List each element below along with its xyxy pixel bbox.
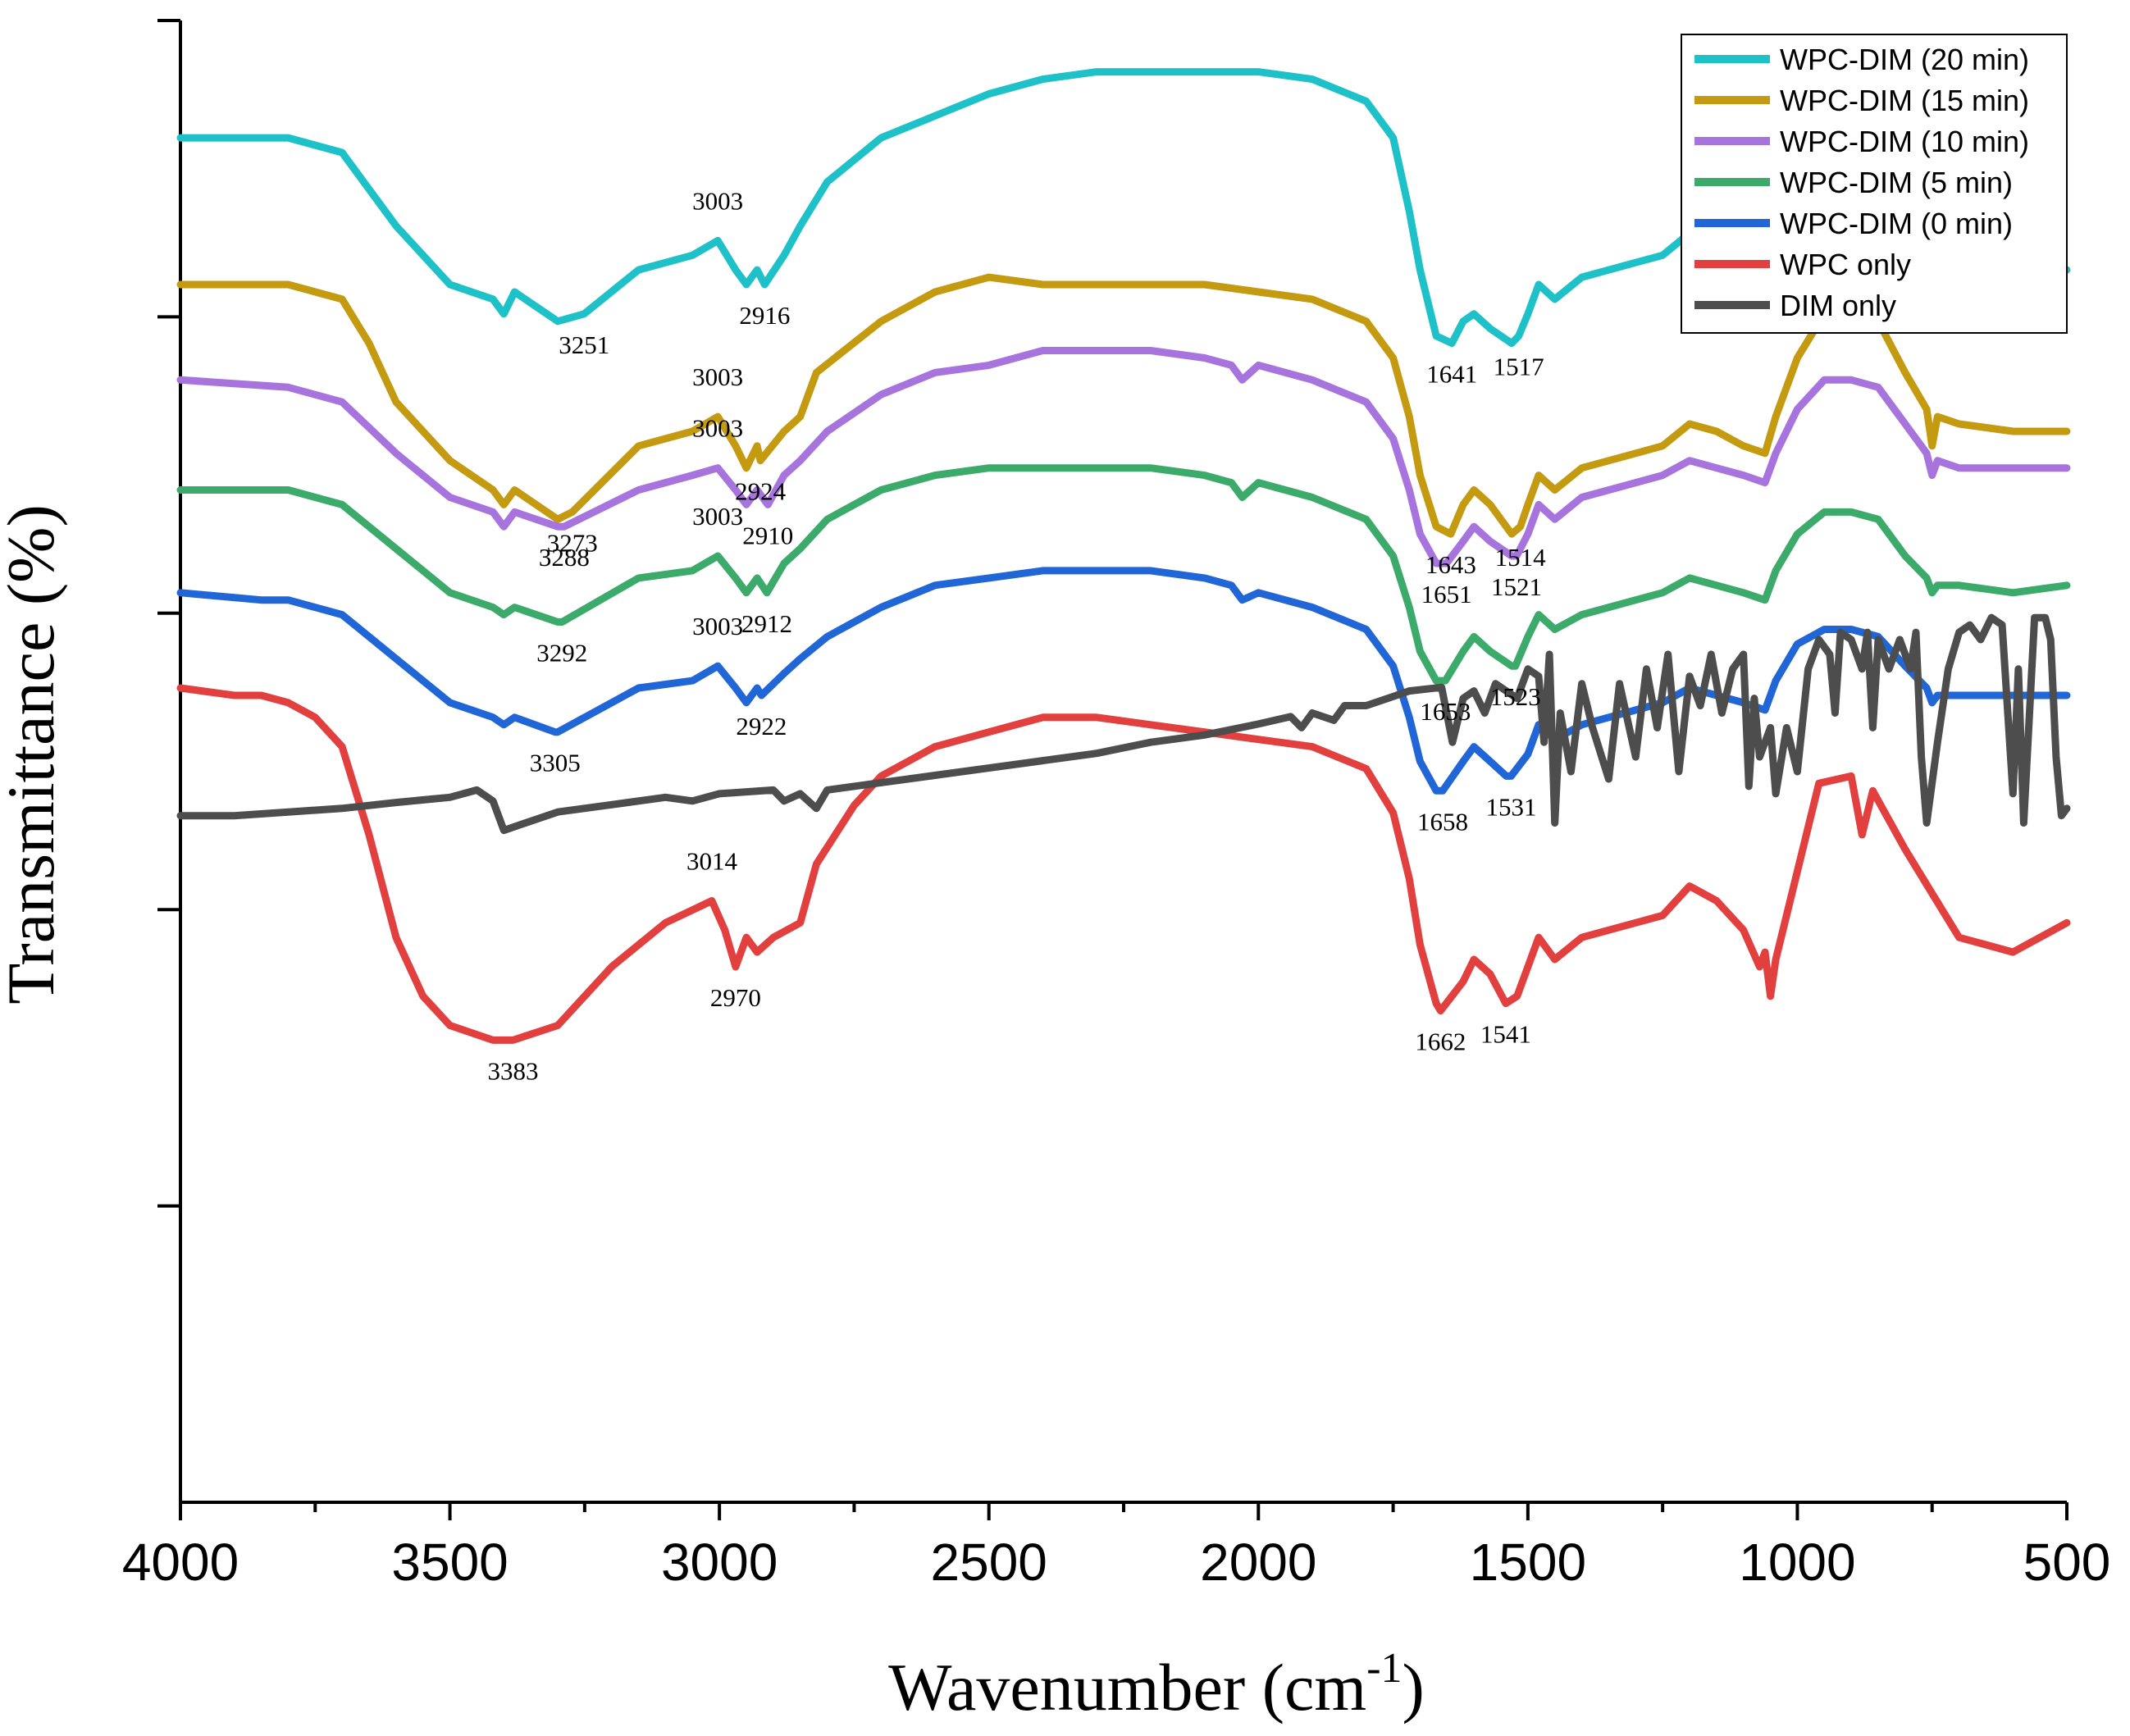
peak-label: 3003 <box>692 502 743 531</box>
series-line-6 <box>176 613 2071 835</box>
x-tick-label: 1500 <box>1470 1533 1586 1592</box>
series-line-1 <box>176 273 2071 538</box>
peak-label: 1521 <box>1491 572 1542 601</box>
x-tick-label: 3000 <box>661 1533 778 1592</box>
x-tick-label: 2500 <box>931 1533 1047 1592</box>
peak-label: 3288 <box>539 543 590 572</box>
x-axis-title: Wavenumber (cm-1) <box>888 1645 1425 1725</box>
legend-label: WPC-DIM (5 min) <box>1780 166 2013 199</box>
peak-label: 1653 <box>1420 697 1471 726</box>
peak-label: 1523 <box>1490 682 1541 711</box>
x-axis-title-close: ) <box>1403 1650 1425 1725</box>
series-line-3 <box>176 464 2071 685</box>
legend-label: WPC-DIM (0 min) <box>1780 207 2013 240</box>
peak-label: 3003 <box>692 414 743 443</box>
series-line-4 <box>176 567 2071 795</box>
peak-label: 1517 <box>1494 353 1544 381</box>
y-axis-title: Transmittance (%) <box>0 504 68 1005</box>
peak-label: 2916 <box>739 301 790 330</box>
x-tick-label: 4000 <box>122 1533 239 1592</box>
peak-label: 2910 <box>742 521 793 549</box>
peak-label: 1641 <box>1426 360 1477 389</box>
x-axis-title-superscript: -1 <box>1366 1645 1402 1692</box>
legend-label: DIM only <box>1780 289 1896 322</box>
x-tick-label: 1000 <box>1739 1533 1855 1592</box>
peak-label: 3383 <box>487 1056 538 1085</box>
peak-label: 3292 <box>536 639 587 668</box>
legend-label: WPC-DIM (15 min) <box>1780 84 2029 117</box>
peak-label: 2912 <box>741 609 792 638</box>
peak-label: 3305 <box>530 749 581 777</box>
peak-label: 1662 <box>1415 1027 1466 1056</box>
peak-label: 1643 <box>1425 550 1476 579</box>
peak-label: 2922 <box>736 712 787 740</box>
legend-label: WPC-DIM (20 min) <box>1780 43 2029 76</box>
peak-label: 3251 <box>559 330 609 359</box>
peak-label: 3003 <box>692 186 743 215</box>
peak-label: 1531 <box>1485 792 1536 821</box>
series-line-2 <box>176 347 2071 567</box>
peak-label: 3014 <box>686 846 738 875</box>
peak-label: 1514 <box>1495 543 1547 572</box>
peak-label: 1651 <box>1421 580 1472 608</box>
axes: 4000 3500 3000 2500 2000 1500 1000 500 <box>122 19 2111 1592</box>
peak-label: 2970 <box>710 983 761 1012</box>
x-tick-label: 500 <box>2023 1533 2111 1592</box>
peak-label: 3003 <box>692 362 743 391</box>
legend: WPC-DIM (20 min) WPC-DIM (15 min) WPC-DIM … <box>1681 34 2068 334</box>
peak-label: 1541 <box>1480 1020 1531 1049</box>
x-tick-label: 3500 <box>391 1533 508 1592</box>
x-tick-label: 2000 <box>1200 1533 1316 1592</box>
peak-label: 1658 <box>1417 807 1468 836</box>
x-axis-title-main: Wavenumber (cm <box>888 1650 1366 1725</box>
peak-label: 2924 <box>735 477 787 506</box>
legend-label: WPC only <box>1780 248 1911 281</box>
peak-label: 3273 <box>547 528 598 557</box>
peak-annotations: 3003 3251 2916 1641 1517 3003 3273 2924 1643 1514… <box>487 186 1546 1085</box>
legend-label: WPC-DIM (10 min) <box>1780 125 2029 158</box>
peak-label: 3003 <box>692 612 743 640</box>
series-line-5 <box>176 684 2071 1044</box>
